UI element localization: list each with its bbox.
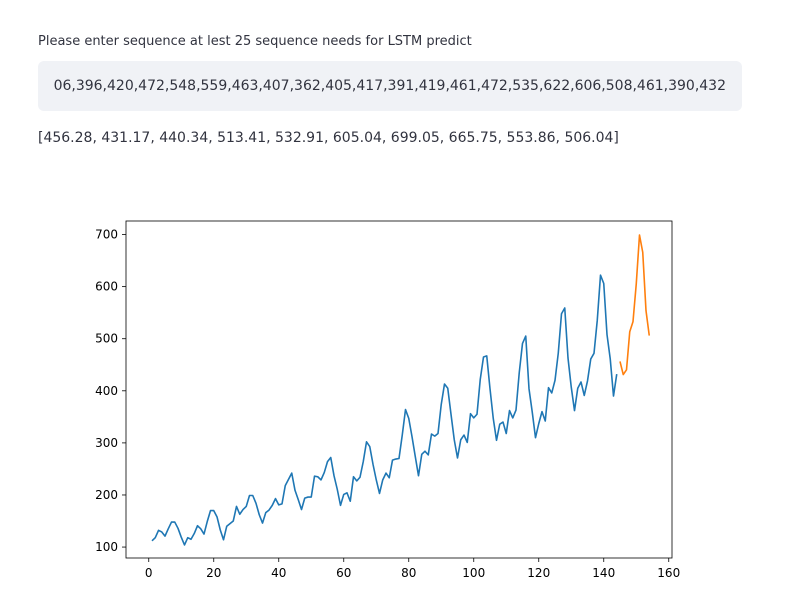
x-tick-label-140: 140 <box>592 566 615 580</box>
y-tick-label-500: 500 <box>95 332 118 346</box>
sequence-prompt-label: Please enter sequence at lest 25 sequenc… <box>38 34 472 49</box>
y-tick-label-400: 400 <box>95 384 118 398</box>
plot-frame <box>125 220 673 559</box>
x-tick-label-60: 60 <box>336 566 351 580</box>
forecast-chart: 0 20 40 60 80 100 120 140 160 100 200 300 400 500 600 7… <box>95 220 680 580</box>
y-tick-label-200: 200 <box>95 488 118 502</box>
prediction-output: [456.28, 431.17, 440.34, 513.41, 532.91,… <box>38 130 619 146</box>
x-tick-label-120: 120 <box>527 566 550 580</box>
x-tick-label-20: 20 <box>206 566 221 580</box>
x-tick-label-160: 160 <box>657 566 680 580</box>
series-line-history <box>151 274 618 546</box>
y-tick-label-100: 100 <box>95 540 118 554</box>
y-tick-label-700: 700 <box>95 228 118 242</box>
x-tick-label-80: 80 <box>401 566 416 580</box>
y-tick-label-600: 600 <box>95 280 118 294</box>
x-tick-label-40: 40 <box>271 566 286 580</box>
series-line-prediction <box>619 234 651 376</box>
sequence-input[interactable] <box>38 61 742 111</box>
y-tick-label-300: 300 <box>95 436 118 450</box>
x-tick-label-100: 100 <box>462 566 485 580</box>
x-tick-label-0: 0 <box>145 566 153 580</box>
